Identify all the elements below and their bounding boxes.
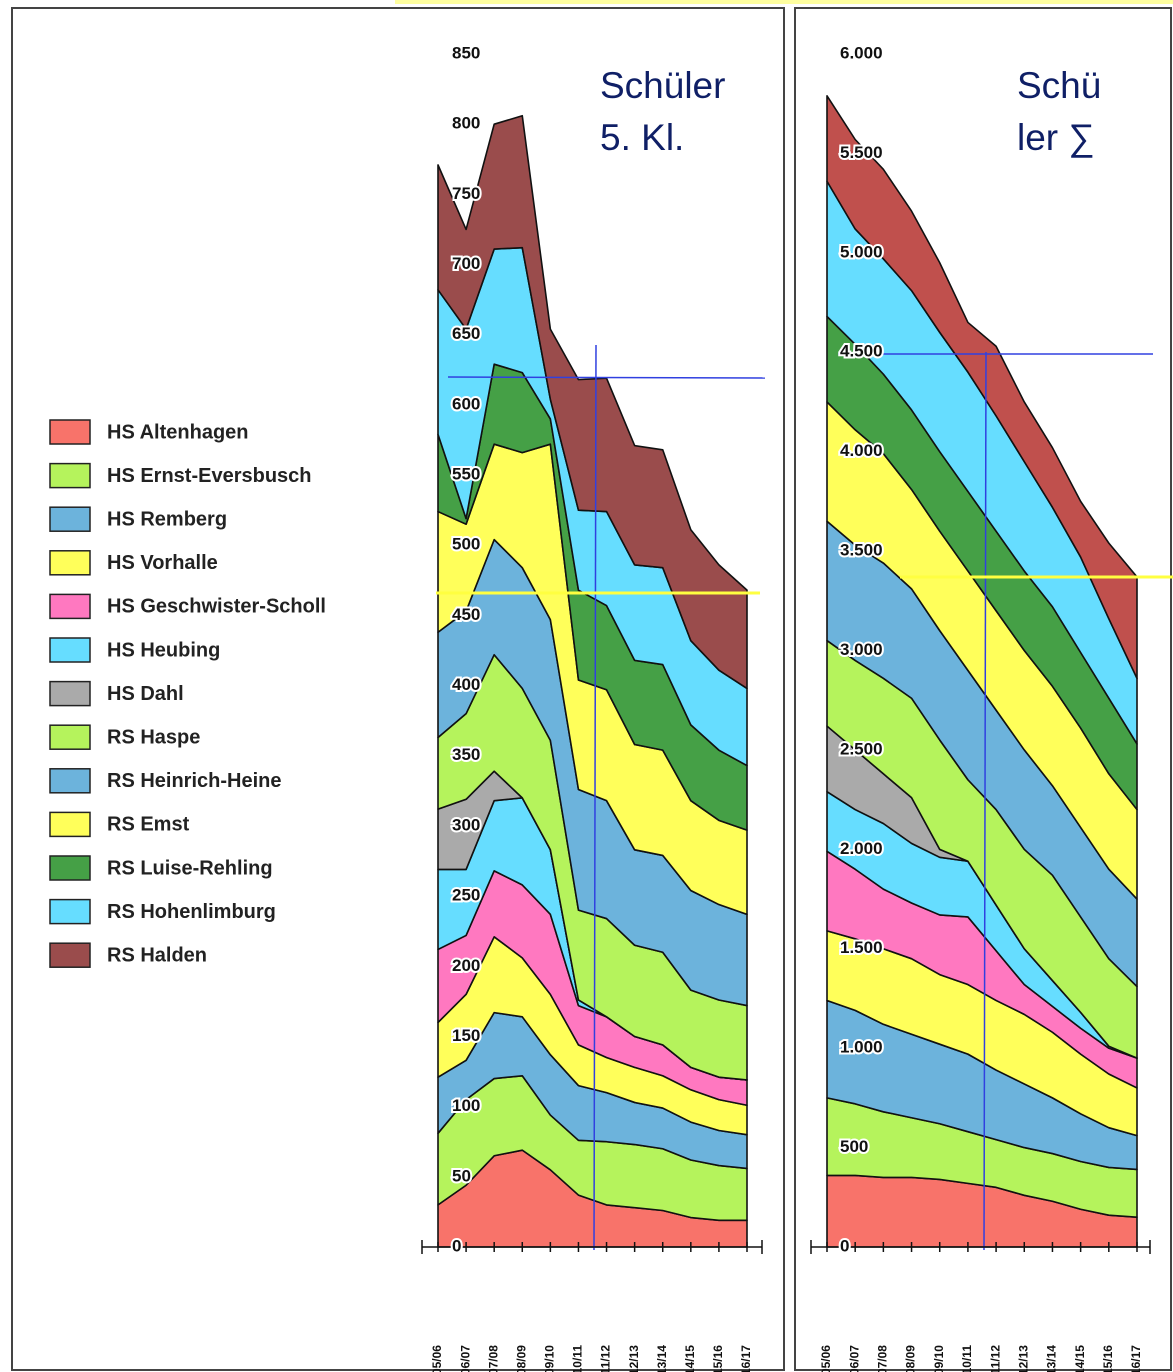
x-tick-label: 2014/15: [683, 1345, 697, 1372]
overlay: 2005/06 2006/07 2007/08 2008/09 2009/10 2010/…: [421, 41, 1173, 1372]
y-tick-label: 350: [452, 745, 480, 764]
plot-layers: [437, 94, 1138, 1248]
area-layer: [826, 94, 1138, 680]
y-tick-label: 850: [452, 43, 480, 62]
x-tick-label: 2007/08: [486, 1345, 500, 1372]
legend-label: RS Halden: [107, 944, 207, 966]
y-tick-label: 100: [452, 1096, 480, 1115]
y-tick-label: 3.000: [840, 640, 883, 659]
x-tick-label: 2010/11: [960, 1345, 974, 1372]
x-tick-label: 2011/12: [599, 1345, 613, 1372]
x-tick-label: 2010/11: [571, 1345, 585, 1372]
chart-title: 5. Kl.: [600, 117, 684, 158]
legend-swatch: [49, 637, 91, 663]
legend-label: RS Emst: [107, 814, 190, 836]
guide-line: [983, 351, 987, 1251]
legend-label: HS Ernst-Eversbusch: [107, 465, 312, 487]
legend-swatch: [49, 855, 91, 881]
x-tick-label: 2013/14: [1045, 1345, 1059, 1372]
x-tick-label: 2012/13: [1016, 1345, 1030, 1372]
legend-label: RS Heinrich-Heine: [107, 770, 281, 792]
right-panel: [794, 7, 1172, 1371]
y-tick-label: 3.500: [840, 541, 883, 560]
legend-swatch: [49, 680, 91, 707]
x-tick-label: 2011/12: [988, 1345, 1002, 1372]
legend-label: RS Luise-Rehling: [107, 857, 273, 879]
y-tick-label: 6.000: [840, 43, 883, 62]
x-tick-label: 2005/06: [819, 1345, 833, 1372]
y-tick-label: 600: [452, 394, 480, 413]
x-tick-label: 2016/17: [739, 1345, 753, 1372]
y-tick-label: 200: [452, 956, 480, 975]
legend-swatch: [49, 811, 91, 838]
legend-swatch: [49, 942, 91, 968]
x-tick-label: 2007/08: [876, 1345, 890, 1372]
y-tick-label: 5.500: [840, 143, 883, 162]
legend-swatch: [49, 593, 91, 620]
y-tick-label: 4.500: [840, 342, 883, 361]
legend-swatch: [49, 724, 91, 750]
guide-line: [447, 376, 766, 379]
y-tick-label: 650: [452, 324, 480, 343]
y-tick-label: 4.000: [840, 441, 883, 460]
y-tick-label: 1.000: [840, 1038, 883, 1057]
legend-label: HS Altenhagen: [107, 421, 249, 443]
legend-swatch: [49, 506, 91, 532]
x-tick-label: 2012/13: [627, 1345, 641, 1372]
y-tick-label: 0: [452, 1236, 461, 1255]
y-tick-label: 800: [452, 114, 480, 133]
y-tick-label: 500: [452, 535, 480, 554]
y-tick-label: 450: [452, 605, 480, 624]
legend-label: HS Dahl: [107, 683, 184, 705]
legend-label: RS Hohenlimburg: [107, 901, 276, 923]
x-tick-label: 2014/15: [1073, 1345, 1087, 1372]
y-tick-label: 500: [840, 1137, 868, 1156]
x-tick-label: 2006/07: [458, 1345, 472, 1372]
y-tick-label: 2.000: [840, 839, 883, 858]
legend-swatch: [49, 550, 91, 576]
legend-swatch: [49, 419, 91, 445]
chart-title: Schüler: [600, 65, 725, 106]
x-tick-label: 2009/10: [932, 1345, 946, 1372]
x-tick-label: 2013/14: [655, 1345, 669, 1372]
y-tick-label: 750: [452, 184, 480, 203]
legend-swatch: [49, 462, 91, 489]
x-tick-label: 2015/16: [711, 1345, 725, 1372]
y-tick-label: 1.500: [840, 938, 883, 957]
x-tick-label: 2006/07: [847, 1345, 861, 1372]
legend-label: HS Geschwister-Scholl: [107, 596, 326, 618]
y-tick-label: 5.000: [840, 242, 883, 261]
area-layer: [437, 114, 748, 690]
y-tick-label: 250: [452, 886, 480, 905]
x-tick-label: 2009/10: [543, 1345, 557, 1372]
y-tick-label: 700: [452, 254, 480, 273]
x-tick-label: 2005/06: [430, 1345, 444, 1372]
left-panel: [11, 7, 785, 1371]
guide-line: [593, 344, 597, 1251]
y-tick-label: 50: [452, 1166, 471, 1185]
legend-swatch: [49, 768, 91, 794]
legend-swatch: [49, 898, 91, 925]
y-tick-label: 550: [452, 465, 480, 484]
legend-label: HS Remberg: [107, 508, 227, 530]
y-tick-label: 2.500: [840, 739, 883, 758]
x-tick-label: 2016/17: [1129, 1345, 1143, 1372]
x-tick-label: 2015/16: [1101, 1345, 1115, 1372]
chart-title: ler ∑: [1017, 117, 1095, 158]
y-tick-label: 150: [452, 1026, 480, 1045]
legend-label: HS Heubing: [107, 639, 220, 661]
chart-title: Schü: [1017, 65, 1101, 106]
y-tick-label: 400: [452, 675, 480, 694]
legend-label: RS Haspe: [107, 726, 200, 748]
y-tick-label: 0: [840, 1236, 849, 1255]
legend-label: HS Vorhalle: [107, 552, 218, 574]
y-tick-label: 300: [452, 815, 480, 834]
x-tick-label: 2008/09: [904, 1345, 918, 1372]
x-tick-label: 2008/09: [514, 1345, 528, 1372]
